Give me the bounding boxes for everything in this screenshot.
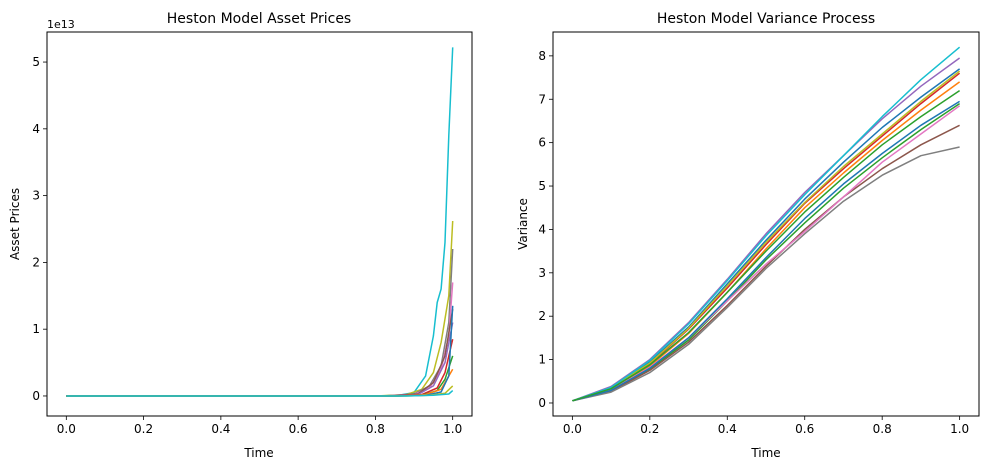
asset-prices-series-line	[66, 355, 454, 397]
variance-series-line	[572, 70, 961, 402]
asset-prices-series-line	[66, 305, 454, 397]
variance-series-line	[572, 57, 961, 402]
asset-prices-ytick-label: 2	[32, 255, 40, 269]
asset-prices-xlabel: Time	[243, 446, 273, 460]
asset-prices-ytick-label: 1	[32, 322, 40, 336]
variance-ytick-label: 5	[538, 179, 546, 193]
variance-axes-frame	[552, 31, 980, 417]
variance-ylabel: Variance	[516, 198, 530, 250]
asset-prices-series-line	[66, 47, 454, 397]
asset-prices-xtick-label: 0.8	[366, 422, 385, 436]
variance-series-line	[572, 105, 961, 402]
asset-prices-panel: Heston Model Asset Prices 1e13 Time Asse…	[8, 11, 473, 460]
variance-series-line	[572, 146, 960, 402]
asset-prices-series-line	[66, 322, 454, 397]
asset-prices-xtick-label: 0.0	[57, 422, 76, 436]
variance-ytick-label: 6	[538, 136, 546, 150]
variance-xtick-label: 1.0	[950, 422, 969, 436]
asset-prices-series-line	[66, 368, 454, 397]
variance-title: Heston Model Variance Process	[657, 11, 875, 27]
asset-prices-ytick-label: 5	[32, 55, 40, 69]
variance-ytick-label: 4	[538, 222, 546, 236]
variance-ytick-label: 3	[538, 266, 546, 280]
variance-ytick-label: 8	[538, 49, 546, 63]
variance-series-line	[572, 68, 961, 402]
asset-prices-title: Heston Model Asset Prices	[167, 11, 351, 27]
asset-prices-series-line	[66, 282, 454, 397]
asset-prices-series-line	[66, 390, 454, 397]
variance-ytick-label: 1	[538, 353, 546, 367]
asset-prices-axes-frame	[46, 31, 473, 417]
variance-xtick-label: 0.4	[718, 422, 737, 436]
asset-prices-xtick-label: 0.4	[211, 422, 230, 436]
asset-prices-ytick-label: 3	[32, 189, 40, 203]
variance-xtick-label: 0.8	[873, 422, 892, 436]
asset-prices-xticks: 0.0 0.2 0.4 0.6 0.8 1.0	[57, 416, 462, 436]
asset-prices-xtick-label: 1.0	[443, 422, 462, 436]
variance-series-line	[572, 89, 961, 402]
variance-panel: Heston Model Variance Process Time Varia…	[516, 11, 980, 460]
variance-yticks: 0 1 2 3 4 5 6 7 8	[538, 49, 553, 410]
asset-prices-series-line	[66, 220, 454, 397]
asset-prices-ytick-label: 4	[32, 122, 40, 136]
variance-xtick-label: 0.2	[640, 422, 659, 436]
variance-xticks: 0.0 0.2 0.4 0.6 0.8 1.0	[563, 416, 969, 436]
asset-prices-series-line	[66, 248, 454, 397]
asset-prices-xtick-label: 0.6	[289, 422, 308, 436]
asset-prices-series-line	[66, 308, 454, 397]
variance-series-line	[572, 100, 960, 402]
asset-prices-plot-area	[66, 47, 454, 397]
variance-xtick-label: 0.6	[795, 422, 814, 436]
variance-ytick-label: 7	[538, 92, 546, 106]
variance-series-line	[572, 46, 961, 402]
variance-ytick-label: 2	[538, 309, 546, 323]
variance-series-line	[572, 124, 960, 402]
variance-plot-area	[572, 46, 961, 402]
asset-prices-series-line	[66, 339, 454, 397]
variance-ytick-label: 0	[538, 396, 546, 410]
variance-xlabel: Time	[750, 446, 780, 460]
asset-prices-ylabel: Asset Prices	[8, 188, 22, 260]
asset-prices-yticks: 0 1 2 3 4 5	[32, 55, 47, 403]
variance-xtick-label: 0.0	[563, 422, 582, 436]
asset-prices-ytick-label: 0	[32, 389, 40, 403]
asset-prices-offset-label: 1e13	[47, 18, 75, 31]
asset-prices-xtick-label: 0.2	[134, 422, 153, 436]
